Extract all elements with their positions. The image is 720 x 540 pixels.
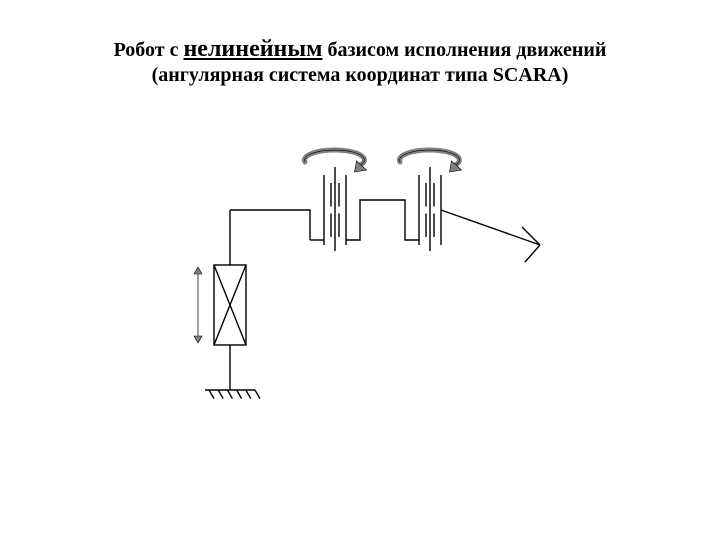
- scara-diagram: [0, 0, 720, 540]
